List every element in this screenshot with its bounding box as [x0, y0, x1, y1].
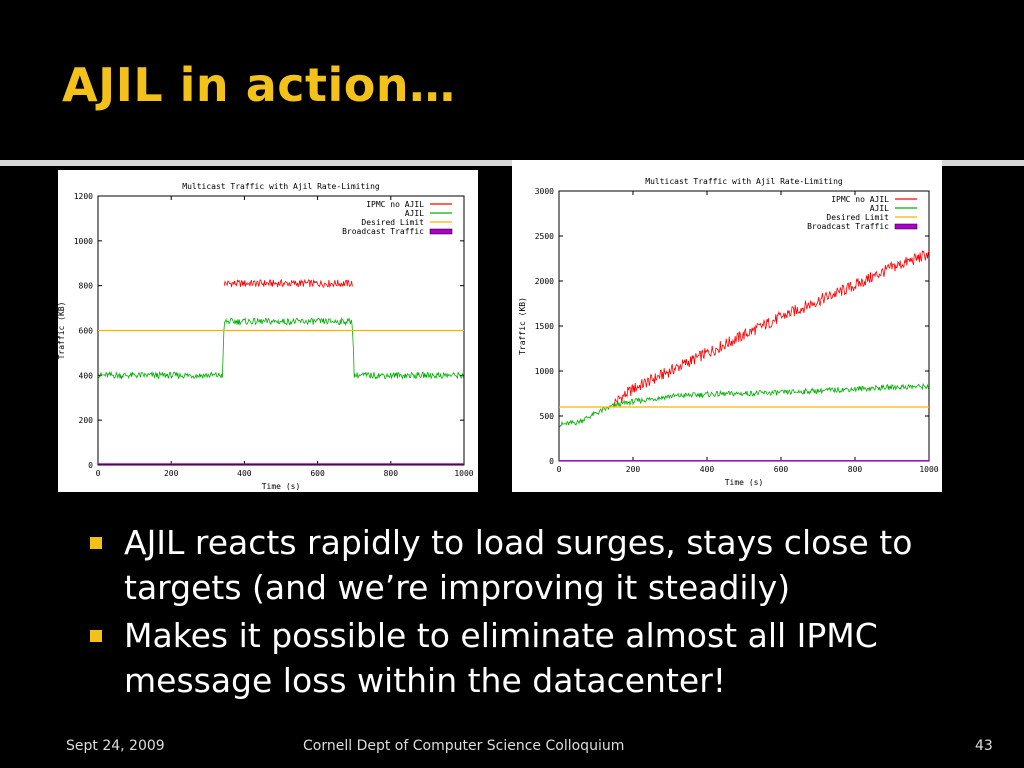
x-tick-label: 0 [557, 465, 562, 474]
bullet-item: Makes it possible to eliminate almost al… [86, 613, 986, 703]
bullet-item: AJIL reacts rapidly to load surges, stay… [86, 520, 986, 610]
y-tick-label: 2000 [535, 277, 554, 286]
y-tick-label: 400 [79, 371, 94, 380]
bullet-square-icon [90, 537, 102, 549]
chart-left: Multicast Traffic with Ajil Rate-Limitin… [57, 182, 474, 491]
slide-title: AJIL in action… [62, 58, 456, 112]
x-tick-label: 1000 [919, 465, 938, 474]
legend-label: Desired Limit [361, 218, 424, 227]
x-tick-label: 200 [626, 465, 641, 474]
x-tick-label: 800 [848, 465, 863, 474]
series-line-ipmc-no-ajil [614, 249, 930, 407]
x-axis-label: Time (s) [725, 478, 764, 487]
x-tick-label: 200 [164, 469, 179, 478]
y-tick-label: 3000 [535, 187, 554, 196]
y-tick-label: 1000 [74, 237, 93, 246]
legend-label: Desired Limit [826, 213, 889, 222]
y-tick-label: 500 [540, 412, 555, 421]
legend-swatch [894, 223, 918, 230]
y-tick-label: 0 [549, 457, 554, 466]
chart-title: Multicast Traffic with Ajil Rate-Limitin… [645, 177, 843, 186]
legend-label: AJIL [870, 204, 889, 213]
y-tick-label: 1000 [535, 367, 554, 376]
legend-label: IPMC no AJIL [831, 195, 889, 204]
x-tick-label: 400 [700, 465, 715, 474]
legend-label: IPMC no AJIL [366, 200, 424, 209]
y-tick-label: 800 [79, 282, 94, 291]
y-tick-label: 1500 [535, 322, 554, 331]
bullet-text: Makes it possible to eliminate almost al… [124, 616, 878, 700]
series-line-ajil [558, 382, 930, 428]
title-bar [0, 0, 1024, 160]
footer-event: Cornell Dept of Computer Science Colloqu… [303, 738, 625, 754]
chart-title: Multicast Traffic with Ajil Rate-Limitin… [182, 182, 380, 191]
x-axis-label: Time (s) [262, 482, 301, 491]
x-tick-label: 800 [384, 469, 399, 478]
chart-right: Multicast Traffic with Ajil Rate-Limitin… [518, 177, 939, 487]
legend-label: AJIL [405, 209, 424, 218]
x-tick-label: 600 [774, 465, 789, 474]
y-axis-label: Traffic (KB) [518, 297, 527, 355]
bullet-list: AJIL reacts rapidly to load surges, stay… [86, 520, 986, 706]
series-line-ipmc-no-ajil [223, 278, 353, 288]
bullet-square-icon [90, 630, 102, 642]
y-axis-label: Traffic (KB) [58, 302, 66, 360]
y-tick-label: 200 [79, 416, 94, 425]
legend-label: Broadcast Traffic [342, 227, 424, 236]
chart-panel-right: Multicast Traffic with Ajil Rate-Limitin… [512, 160, 942, 492]
x-tick-label: 600 [310, 469, 325, 478]
legend-label: Broadcast Traffic [807, 222, 889, 231]
y-tick-label: 2500 [535, 232, 554, 241]
footer-page-number: 43 [975, 738, 993, 754]
x-tick-label: 400 [237, 469, 252, 478]
y-tick-label: 600 [79, 327, 94, 336]
x-tick-label: 1000 [454, 469, 473, 478]
y-tick-label: 0 [88, 461, 93, 470]
plot-frame [558, 190, 930, 462]
x-tick-label: 0 [96, 469, 101, 478]
chart-panel-left: Multicast Traffic with Ajil Rate-Limitin… [57, 170, 478, 492]
series-line-ajil [97, 316, 465, 380]
bullet-text: AJIL reacts rapidly to load surges, stay… [124, 523, 913, 607]
y-tick-label: 1200 [74, 192, 93, 201]
footer-date: Sept 24, 2009 [66, 738, 165, 754]
legend-swatch [429, 228, 453, 235]
